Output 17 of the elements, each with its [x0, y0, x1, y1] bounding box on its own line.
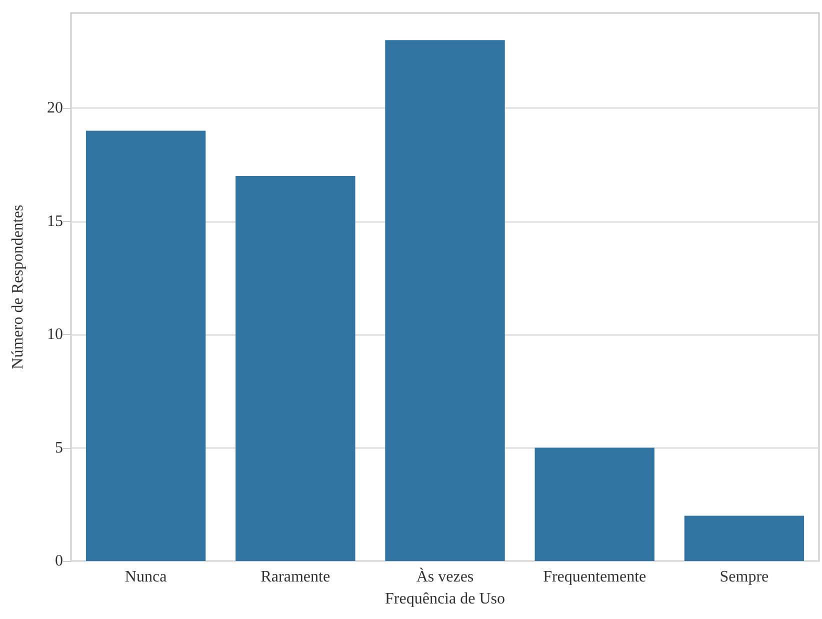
bar — [236, 176, 356, 561]
y-axis-title: Número de Respondentes — [10, 204, 26, 370]
x-tick-label: Frequentemente — [543, 568, 646, 586]
y-tick-label: 15 — [47, 212, 63, 230]
y-tick-label: 5 — [55, 439, 63, 456]
x-tick-label: Raramente — [260, 568, 330, 586]
x-tick-label: Sempre — [720, 568, 769, 586]
x-axis-title: Frequência de Uso — [385, 590, 505, 608]
y-tick-label: 10 — [47, 326, 63, 344]
bar — [534, 448, 654, 561]
y-tick-label: 0 — [55, 552, 63, 570]
bar — [684, 516, 804, 561]
y-tick-label: 20 — [47, 100, 63, 117]
x-tick-label: Nunca — [124, 568, 167, 586]
bar — [86, 130, 206, 561]
x-tick-label: Às vezes — [416, 568, 474, 586]
bar — [385, 40, 505, 561]
